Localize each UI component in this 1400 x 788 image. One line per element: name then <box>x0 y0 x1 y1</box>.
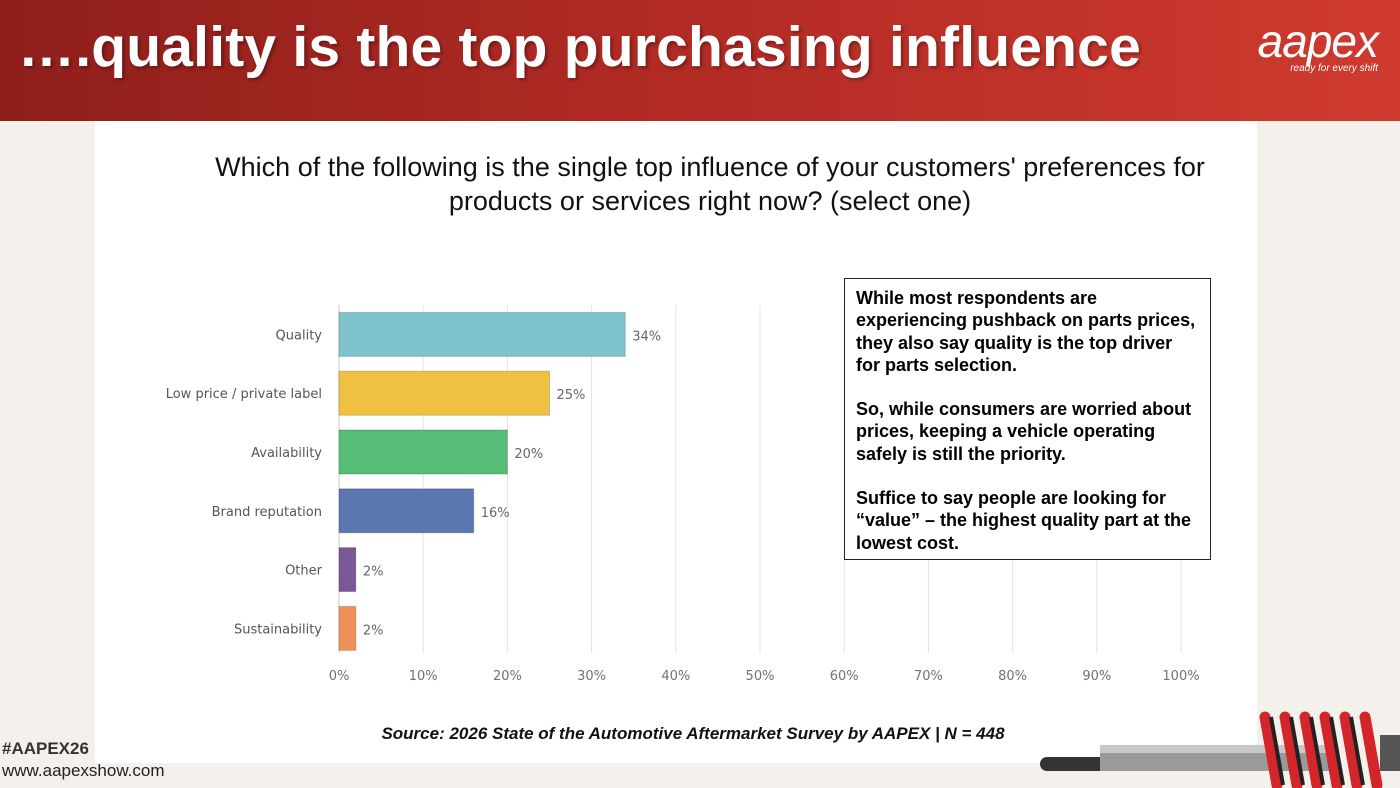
x-tick-label: 10% <box>409 669 438 684</box>
logo-wordmark: aapex <box>1257 15 1379 67</box>
header-banner: ….quality is the top purchasing influenc… <box>0 0 1400 121</box>
bar <box>338 429 508 475</box>
category-label: Other <box>285 564 323 579</box>
data-label: 2% <box>363 565 384 580</box>
x-tick-label: 60% <box>830 669 859 684</box>
category-label: Brand reputation <box>212 505 322 520</box>
bar <box>338 547 357 593</box>
x-tick-label: 20% <box>493 669 522 684</box>
category-label: Low price / private label <box>166 387 322 402</box>
data-label: 20% <box>514 447 543 462</box>
data-label: 34% <box>632 329 661 344</box>
bar <box>338 370 550 416</box>
x-tick-label: 70% <box>914 669 943 684</box>
bar <box>338 605 357 651</box>
data-label: 2% <box>363 623 384 638</box>
category-label: Availability <box>251 446 322 461</box>
callout-box: While most respondents are experiencing … <box>844 278 1211 560</box>
category-label: Quality <box>276 328 323 343</box>
bar <box>338 311 626 357</box>
callout-paragraph-2: So, while consumers are worried about pr… <box>856 399 1192 464</box>
x-tick-label: 90% <box>1082 669 1111 684</box>
category-label: Sustainability <box>234 622 322 637</box>
coilover-spring-icon <box>1040 711 1400 788</box>
slide-title: ….quality is the top purchasing influenc… <box>18 15 1141 79</box>
logo-tagline: ready for every shift <box>1290 63 1378 74</box>
x-tick-label: 0% <box>329 669 350 684</box>
x-tick-label: 50% <box>746 669 775 684</box>
website-link[interactable]: www.aapexshow.com <box>2 761 165 780</box>
callout-paragraph-3: Suffice to say people are looking for “v… <box>856 488 1192 553</box>
bar <box>338 488 475 534</box>
callout-paragraph-1: While most respondents are experiencing … <box>856 288 1196 375</box>
source-note: Source: 2026 State of the Automotive Aft… <box>381 724 1005 743</box>
x-tick-label: 30% <box>577 669 606 684</box>
survey-question: Which of the following is the single top… <box>100 150 1320 218</box>
question-line-2: products or services right now? (select … <box>448 186 972 216</box>
x-tick-label: 100% <box>1162 669 1199 684</box>
aapex-logo: aapex ready for every shift <box>1228 15 1379 78</box>
question-line-1: Which of the following is the single top… <box>215 152 1205 182</box>
x-tick-label: 40% <box>661 669 690 684</box>
data-label: 25% <box>557 388 586 403</box>
x-tick-label: 80% <box>998 669 1027 684</box>
data-label: 16% <box>481 506 510 521</box>
hashtag: #AAPEX26 <box>2 739 89 758</box>
